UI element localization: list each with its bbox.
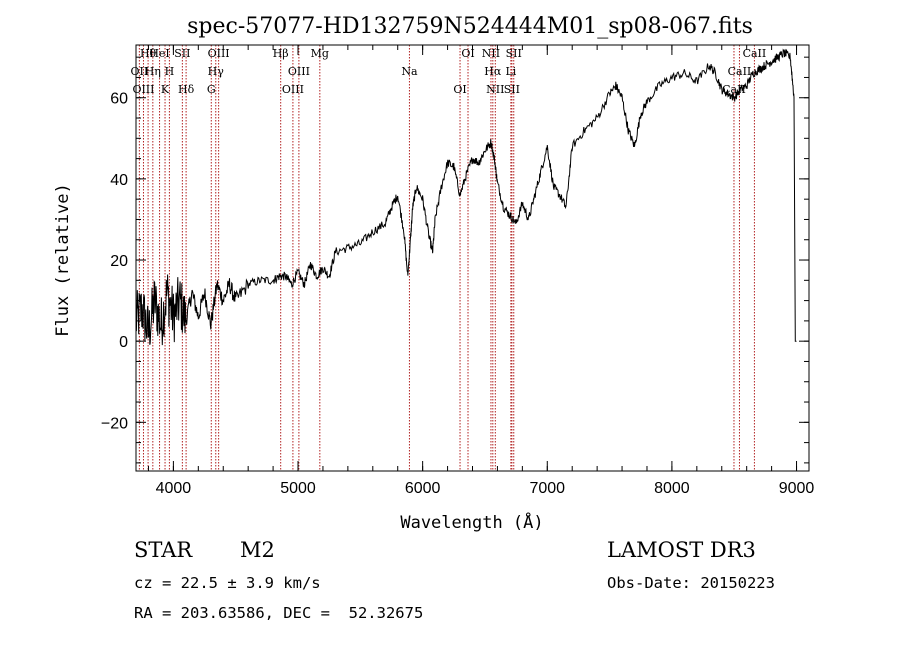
emission-line-markers [138, 45, 755, 471]
x-tick-label: 5000 [280, 480, 316, 497]
survey-name: LAMOST DR3 [607, 538, 756, 562]
object-type: STAR [134, 538, 193, 562]
x-tick-label: 6000 [405, 480, 441, 497]
chart-title: spec-57077-HD132759N524444M01_sp08-067.f… [187, 14, 753, 39]
emission-line-labels: HθOIIOIIIHeIHηKSIIHHδOIIIHγGHβOIIIOIIIMg… [131, 47, 767, 96]
line-label: OI [453, 83, 466, 96]
line-label: Na [401, 65, 418, 78]
y-tick-label: 20 [110, 253, 128, 270]
line-label: Hη [145, 65, 161, 78]
line-label: NII [486, 83, 504, 96]
x-axis-label: Wavelength (Å) [400, 511, 543, 533]
line-label: SII [504, 83, 520, 96]
line-label: Hα [484, 65, 502, 78]
spectrum-line [135, 48, 797, 346]
line-label: OIII [282, 83, 304, 96]
plot-frame [135, 44, 810, 472]
coordinates: RA = 203.63586, DEC = 52.32675 [134, 604, 424, 622]
line-label: SII [506, 47, 522, 60]
line-label: OII [131, 65, 149, 78]
line-label: Hβ [273, 47, 289, 60]
observation-date: Obs-Date: 20150223 [607, 574, 775, 592]
y-axis-ticks: −20 0 20 40 60 [101, 56, 809, 464]
x-tick-label: 8000 [654, 480, 690, 497]
line-label: Mg [311, 47, 329, 60]
line-label: K [161, 83, 170, 96]
spectral-subclass: M2 [240, 538, 275, 562]
line-label: Li [505, 65, 516, 78]
line-label: H [165, 65, 175, 78]
y-tick-label: 0 [119, 334, 128, 351]
line-label: OI [461, 47, 474, 60]
line-label: HeI [149, 47, 169, 60]
line-label: Hδ [178, 83, 195, 96]
y-tick-label: 40 [110, 172, 128, 189]
y-tick-label: −20 [101, 415, 128, 432]
y-tick-label: 60 [110, 91, 128, 108]
line-label: OIII [288, 65, 310, 78]
line-label: NII [482, 47, 500, 60]
line-label: OIII [208, 47, 230, 60]
x-axis-ticks: 4000 5000 6000 7000 8000 9000 [147, 45, 815, 497]
x-tick-label: 9000 [779, 480, 815, 497]
line-label: G [207, 83, 216, 96]
line-label: Hγ [208, 65, 225, 78]
line-label: CaII [743, 47, 767, 60]
y-axis-label: Flux (relative) [53, 183, 73, 337]
spectrum-chart: spec-57077-HD132759N524444M01_sp08-067.f… [53, 14, 815, 533]
line-label: CaII [728, 65, 752, 78]
line-label: OIII [132, 83, 154, 96]
redshift-velocity: cz = 22.5 ± 3.9 km/s [134, 574, 321, 592]
line-label: SII [174, 47, 190, 60]
x-tick-label: 7000 [529, 480, 565, 497]
x-tick-label: 4000 [156, 480, 192, 497]
line-label: Hθ [140, 47, 157, 60]
